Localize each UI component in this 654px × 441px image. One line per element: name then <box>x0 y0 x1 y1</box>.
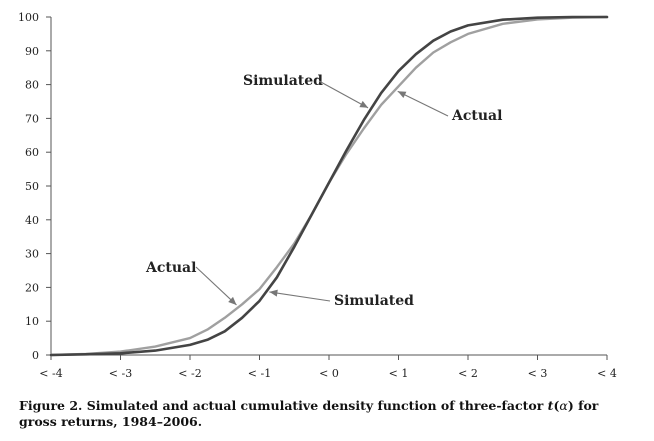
annotation-arrow <box>318 80 369 109</box>
annotation-label: Simulated <box>334 293 414 309</box>
x-tick-label: < -3 <box>109 367 132 380</box>
annotations: Simulated Actual Actual Simulated <box>145 73 502 309</box>
y-tick-label: 40 <box>25 214 39 227</box>
plot-lines <box>49 15 609 357</box>
x-tick-label: < 4 <box>597 367 617 380</box>
series-line-simulated <box>49 15 609 357</box>
annotation-label: Actual <box>145 260 196 276</box>
y-tick-label: 20 <box>25 281 39 294</box>
x-tick-label: < 2 <box>458 367 478 380</box>
y-tick-label: 0 <box>32 349 39 362</box>
caption-line-2: gross returns, 1984–2006. <box>19 414 202 429</box>
annotation-arrowhead <box>269 289 278 297</box>
x-tick-label: < 3 <box>528 367 548 380</box>
y-tick-label: 70 <box>25 112 39 125</box>
caption-line-1: Figure 2. Simulated and actual cumulativ… <box>19 398 599 413</box>
y-tick-label: 80 <box>25 79 39 92</box>
x-tick-label: < -2 <box>178 367 201 380</box>
series-line-actual <box>49 15 609 357</box>
y-tick-label: 50 <box>25 180 39 193</box>
annotation-label: Actual <box>451 108 502 124</box>
x-tick-label: < -4 <box>39 367 62 380</box>
x-tick-label: < 1 <box>389 367 409 380</box>
y-tick-label: 90 <box>25 45 39 58</box>
y-tick-label: 60 <box>25 146 39 159</box>
annotation-arrowhead <box>359 100 369 108</box>
figure-caption: Figure 2. Simulated and actual cumulativ… <box>19 398 599 429</box>
annotation-arrow <box>195 266 237 306</box>
annotation-arrow <box>397 90 449 117</box>
annotation-arrowhead <box>397 91 407 98</box>
axes: 0 10 20 30 40 50 60 70 80 90 100 < -4 < -3 < -2 < -1 < … <box>18 11 617 380</box>
y-tick-label: 10 <box>25 315 39 328</box>
annotation-arrowhead <box>228 296 237 305</box>
y-tick-label: 30 <box>25 248 39 261</box>
annotation-arrow <box>269 291 331 302</box>
x-tick-label: < 0 <box>319 367 339 380</box>
y-tick-label: 100 <box>18 11 39 24</box>
x-tick-label: < -1 <box>248 367 271 380</box>
annotation-label: Simulated <box>243 73 323 89</box>
